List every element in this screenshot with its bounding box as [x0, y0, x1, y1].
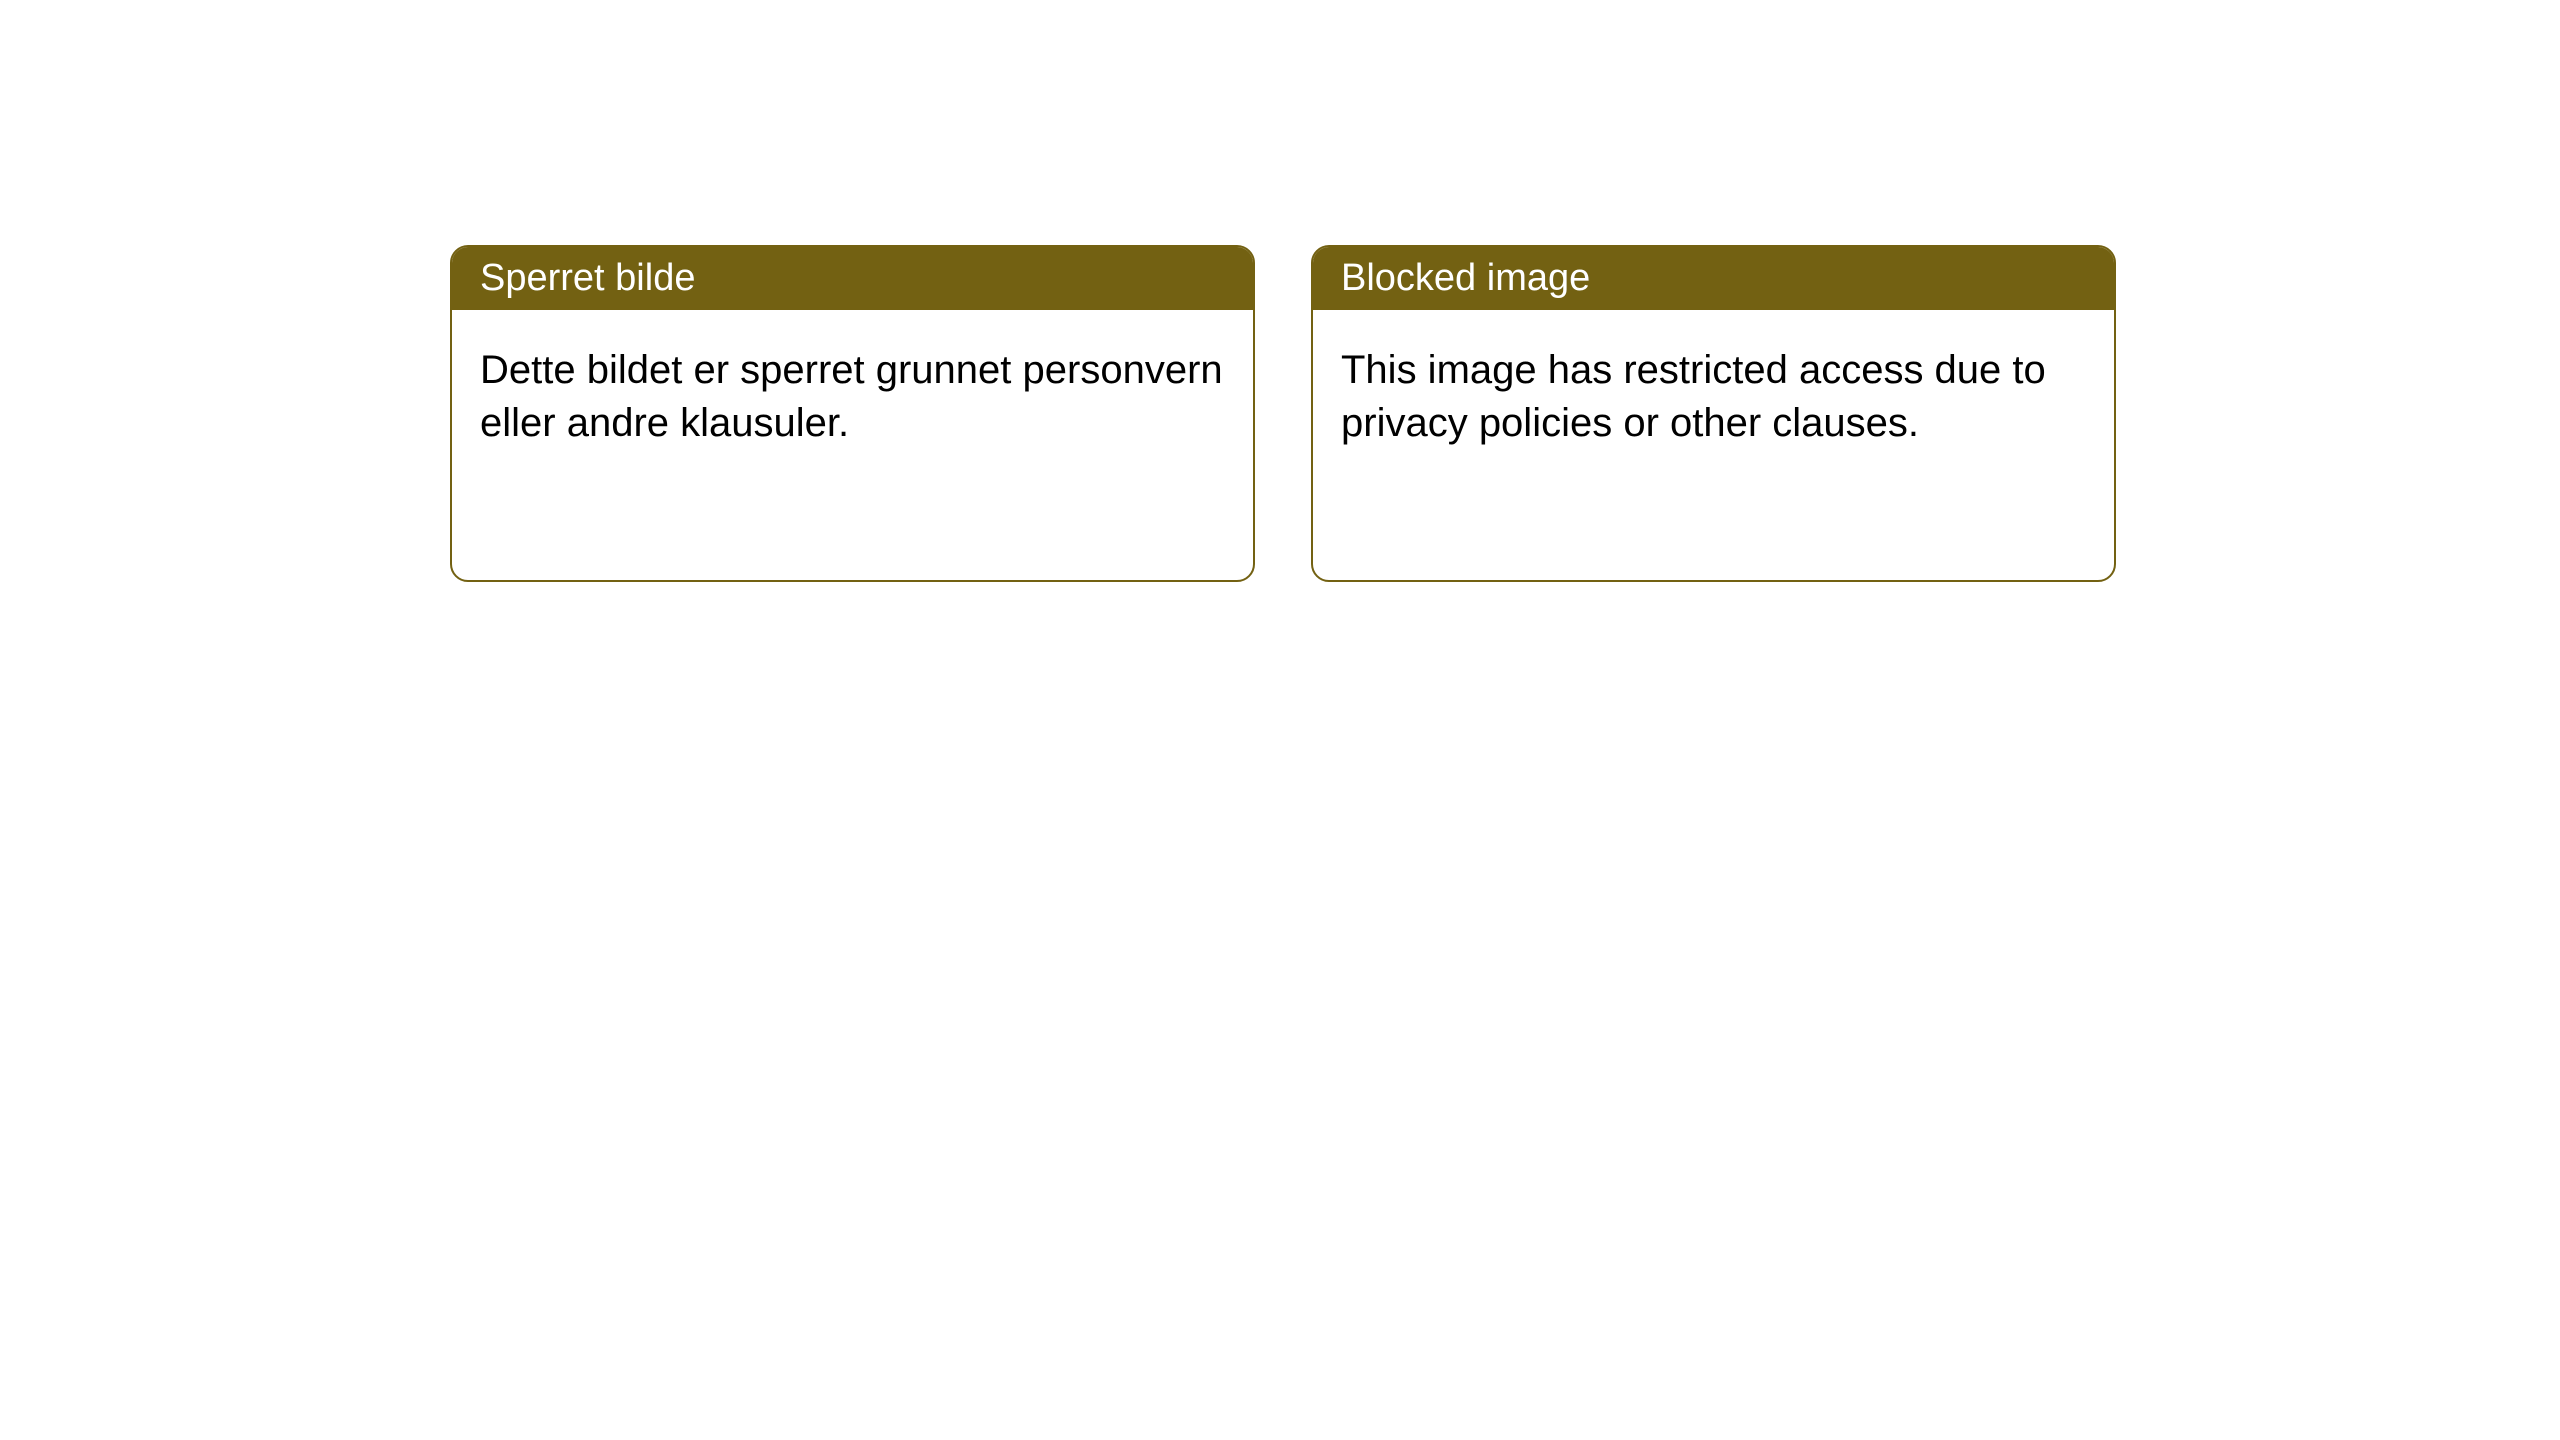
- notice-card-body: This image has restricted access due to …: [1313, 310, 2114, 580]
- notice-card-body: Dette bildet er sperret grunnet personve…: [452, 310, 1253, 580]
- notice-cards-container: Sperret bilde Dette bildet er sperret gr…: [0, 0, 2560, 582]
- notice-card-title: Sperret bilde: [452, 247, 1253, 310]
- notice-card-norwegian: Sperret bilde Dette bildet er sperret gr…: [450, 245, 1255, 582]
- notice-card-english: Blocked image This image has restricted …: [1311, 245, 2116, 582]
- notice-card-title: Blocked image: [1313, 247, 2114, 310]
